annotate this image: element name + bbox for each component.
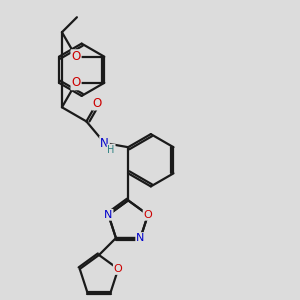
Text: O: O xyxy=(92,97,102,110)
Text: N: N xyxy=(100,136,109,149)
Text: O: O xyxy=(144,210,152,220)
Text: H: H xyxy=(107,145,115,154)
Text: O: O xyxy=(114,264,123,274)
Text: O: O xyxy=(71,50,81,63)
Text: N: N xyxy=(104,210,112,220)
Text: N: N xyxy=(136,233,145,243)
Text: O: O xyxy=(71,76,81,89)
